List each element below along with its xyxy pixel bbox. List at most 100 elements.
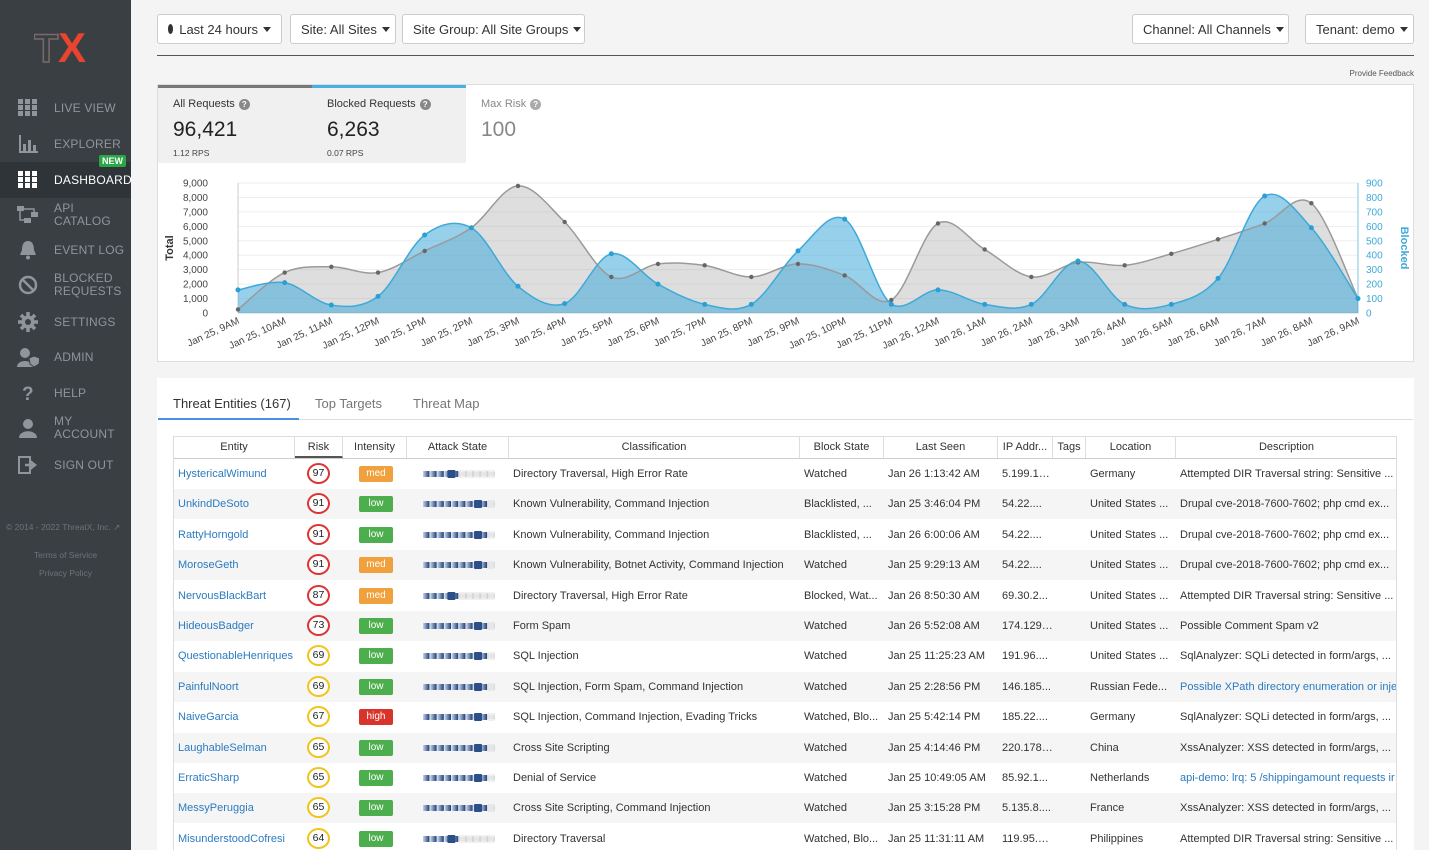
classification-cell: Cross Site Scripting, Command Injection — [513, 802, 711, 815]
table-row[interactable]: PainfulNoort 69 low SQL Injection, Form Spa… — [174, 671, 1397, 702]
y-tick-label: 0 — [202, 309, 208, 320]
entity-link[interactable]: ErraticSharp — [178, 772, 240, 784]
location-cell: United States ... — [1090, 528, 1169, 541]
help-icon[interactable]: ? — [419, 98, 431, 110]
description-cell[interactable]: api-demo: lrq: 5 /shippingamount request… — [1180, 772, 1395, 784]
sidebar-item-settings[interactable]: SETTINGS — [0, 305, 131, 339]
site-group-dropdown[interactable]: Site Group: All Site Groups — [402, 14, 585, 44]
column-header-block-state[interactable]: Block State — [800, 437, 884, 458]
blocked-requests-tab[interactable]: Blocked Requests? 6,263 0.07 RPS — [312, 85, 466, 163]
y2-tick-label: 300 — [1366, 265, 1383, 276]
table-row[interactable]: HystericalWimund 97 med Directory Traversal… — [174, 459, 1396, 489]
sidebar-item-admin[interactable]: ADMIN — [0, 340, 131, 374]
help-icon[interactable]: ? — [530, 98, 542, 110]
y2-tick-label: 700 — [1366, 207, 1383, 218]
tenant-dropdown[interactable]: Tenant: demo — [1305, 14, 1414, 44]
entity-link[interactable]: QuestionableHenriques — [178, 650, 293, 663]
entity-link[interactable]: MisunderstoodCofresi — [178, 832, 285, 845]
entity-link[interactable]: RattyHorngold — [178, 528, 249, 541]
sidebar-item-event-log[interactable]: EVENT LOG — [0, 233, 131, 267]
column-header-description[interactable]: Description — [1176, 437, 1396, 458]
ip-address-cell: 185.22.... — [1002, 711, 1048, 724]
tab-top-targets[interactable]: Top Targets — [315, 396, 382, 411]
ip-address-cell: 174.129.... — [1002, 620, 1053, 632]
help-icon[interactable]: ? — [238, 98, 250, 110]
column-header-tags[interactable]: Tags — [1053, 437, 1086, 458]
entity-link[interactable]: NervousBlackBart — [178, 589, 267, 602]
entity-link[interactable]: PainfulNoort — [178, 680, 239, 693]
intensity-badge: low — [359, 496, 393, 513]
y2-tick-label: 600 — [1366, 222, 1383, 233]
table-row[interactable]: UnkindDeSoto 91 low Known Vulnerability, Co… — [174, 489, 1396, 520]
entity-link[interactable]: HideousBadger — [178, 620, 254, 632]
column-header-risk[interactable]: Risk — [295, 437, 343, 458]
table-row[interactable]: ErraticSharp 65 low Denial of Service Watche… — [174, 763, 1396, 793]
sidebar-item-api-catalog[interactable]: API CATALOG — [0, 198, 131, 232]
column-header-attack-state[interactable]: Attack State — [407, 437, 509, 458]
x-tick-label: Jan 25, 3PM — [466, 316, 522, 350]
y2-tick-label: 100 — [1366, 294, 1383, 305]
entity-link[interactable]: NaiveGarcia — [178, 711, 239, 724]
column-header-entity[interactable]: Entity — [174, 437, 295, 458]
block-state-cell: Watched — [804, 680, 848, 693]
x-tick-label: Jan 26, 6AM — [1166, 316, 1222, 350]
table-row[interactable]: LaughableSelman 65 low Cross Site Scripting… — [174, 732, 1396, 763]
total-point — [1029, 274, 1034, 280]
terms-link[interactable]: Terms of Service — [33, 550, 98, 560]
entity-link[interactable]: MoroseGeth — [178, 559, 239, 572]
column-header-last-seen[interactable]: Last Seen — [884, 437, 998, 458]
attack-state-slider — [423, 591, 495, 600]
privacy-link[interactable]: Privacy Policy — [39, 568, 92, 578]
tags-cell — [1053, 733, 1086, 763]
table-row[interactable]: RattyHorngold 91 low Known Vulnerability, C… — [174, 520, 1396, 550]
sidebar-item-label: EXPLORER — [54, 136, 121, 151]
table-row[interactable]: MessyPeruggia 65 low Cross Site Scripting, … — [174, 793, 1396, 824]
column-header-classification[interactable]: Classification — [509, 437, 800, 458]
api-catalog-icon — [17, 204, 39, 226]
table-row[interactable]: NaiveGarcia 67 high SQL Injection, Command … — [174, 702, 1396, 732]
table-row[interactable]: MoroseGeth 91 med Known Vulnerability, Botn… — [174, 550, 1396, 581]
max-risk-tab[interactable]: Max Risk? 100 — [466, 85, 620, 163]
column-header-intensity[interactable]: Intensity — [343, 437, 407, 458]
all-requests-tab[interactable]: All Requests? 96,421 1.12 RPS — [158, 85, 312, 163]
sidebar-item-label: API CATALOG — [54, 201, 111, 228]
time-range-dropdown[interactable]: Last 24 hours — [157, 14, 282, 44]
risk-score-badge: 87 — [307, 584, 330, 606]
entity-link[interactable]: LaughableSelman — [178, 741, 267, 754]
sidebar-item-live-view[interactable]: LIVE VIEW — [0, 91, 131, 125]
entity-link[interactable]: UnkindDeSoto — [178, 498, 249, 511]
tab-divider — [158, 419, 1413, 420]
sidebar-item-help[interactable]: ? HELP — [0, 376, 131, 410]
blocked-point — [1028, 301, 1034, 307]
column-header-location[interactable]: Location — [1086, 437, 1176, 458]
classification-cell: SQL Injection, Form Spam, Command Inject… — [513, 680, 744, 693]
channel-dropdown[interactable]: Channel: All Channels — [1132, 14, 1289, 44]
attack-state-slider — [423, 652, 495, 661]
site-dropdown[interactable]: Site: All Sites — [290, 14, 396, 44]
table-row[interactable]: QuestionableHenriques 69 low SQL Injection W… — [174, 641, 1396, 671]
sidebar-item-explorer[interactable]: EXPLORER — [0, 127, 131, 161]
description-cell[interactable]: Possible XPath directory enumeration or … — [1180, 680, 1397, 693]
tab-threat-entities[interactable]: Threat Entities (167) — [173, 396, 291, 411]
table-row[interactable]: MisunderstoodCofresi 64 low Directory Trave… — [174, 824, 1396, 850]
table-row[interactable]: NervousBlackBart 87 med Directory Traversal… — [174, 581, 1396, 611]
entity-link[interactable]: HystericalWimund — [178, 468, 267, 480]
sidebar-item-sign-out[interactable]: SIGN OUT — [0, 448, 131, 482]
sidebar-item-my-account[interactable]: MY ACCOUNT — [0, 411, 131, 445]
sidebar-item-dashboard[interactable]: DASHBOARD NEW — [0, 155, 132, 198]
provide-feedback-link[interactable]: Provide Feedback — [1349, 69, 1414, 78]
attack-state-slider — [423, 804, 495, 813]
svg-text:X: X — [58, 26, 86, 68]
tenant-label: Tenant: demo — [1316, 21, 1395, 37]
column-header-ip-addr[interactable]: IP Addr... — [998, 437, 1053, 458]
entity-link[interactable]: MessyPeruggia — [178, 802, 254, 815]
x-tick-label: Jan 26, 9AM — [1306, 316, 1362, 350]
last-seen-cell: Jan 25 5:42:14 PM — [888, 711, 981, 724]
tab-threat-map[interactable]: Threat Map — [413, 396, 480, 411]
table-row[interactable]: HideousBadger 73 low Form Spam Watched Jan 26… — [174, 611, 1396, 641]
classification-cell: Denial of Service — [513, 772, 597, 784]
ip-address-cell: 220.178.... — [1002, 741, 1053, 754]
blocked-point — [562, 301, 568, 307]
sidebar-item-blocked-requests[interactable]: BLOCKED REQUESTS — [0, 264, 131, 306]
threatx-logo[interactable]: T X — [34, 26, 96, 68]
